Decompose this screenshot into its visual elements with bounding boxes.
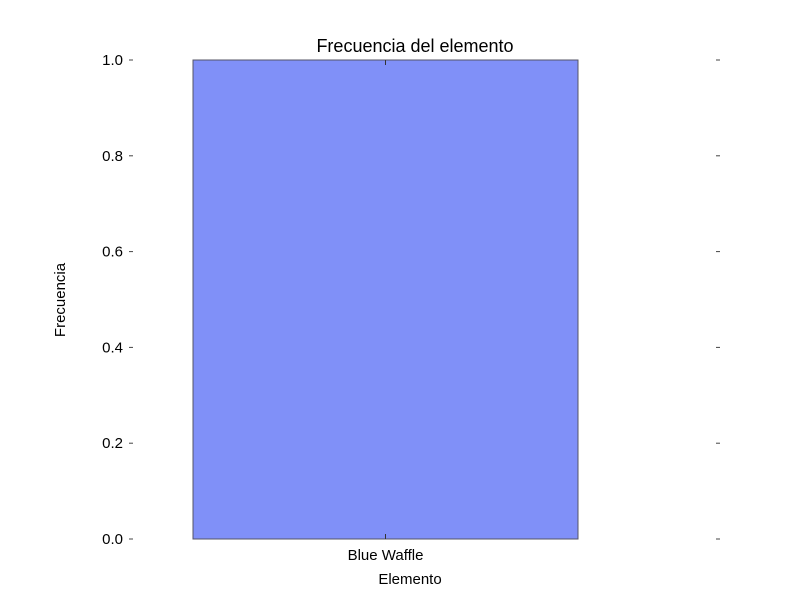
y-axis: 0.0 0.2 0.4 0.6 0.8 1.0: [102, 52, 133, 548]
y-tick-label: 0.0: [102, 531, 123, 548]
x-axis-label: Elemento: [378, 571, 441, 588]
x-tick-label: Blue Waffle: [348, 547, 424, 564]
y-tick-label: 0.6: [102, 244, 123, 261]
y-tick-label: 0.2: [102, 435, 123, 452]
right-axis: [716, 59, 720, 540]
x-axis: Blue Waffle: [348, 60, 424, 564]
chart-title: Frecuencia del elemento: [316, 36, 513, 56]
y-tick-label: 0.8: [102, 148, 123, 165]
y-axis-label: Frecuencia: [52, 262, 69, 337]
y-tick-label: 1.0: [102, 52, 123, 69]
bar: [192, 59, 579, 540]
bars-group: [192, 59, 579, 540]
y-tick-label: 0.4: [102, 339, 123, 356]
